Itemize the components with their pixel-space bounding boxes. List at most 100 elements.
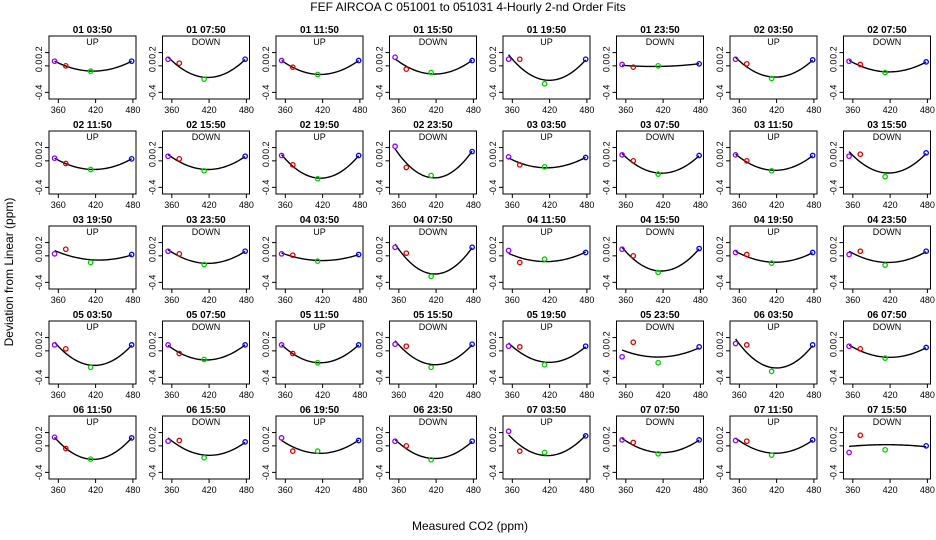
data-point [655,359,661,366]
x-tick-label: 480 [466,200,481,210]
data-point [51,58,58,65]
x-tick-label: 480 [352,485,367,495]
y-tick-label: 0.0 [34,440,44,453]
y-tick-label: -0.4 [148,465,158,481]
y-tick-label: -0.4 [602,465,612,481]
data-point [289,64,296,71]
y-tick-label: -0.4 [829,85,839,101]
data-point [882,69,888,76]
panel-title: 02 03:50 [754,25,794,36]
fit-curve [54,249,132,261]
x-tick-label: 360 [51,295,66,305]
y-tick-label: 0.2 [375,331,385,344]
panel-direction: UP [540,417,553,427]
panel-title: 06 11:50 [73,405,112,416]
x-tick-label: 360 [278,295,293,305]
y-tick-label: -0.4 [34,180,44,196]
y-tick-label: 0.0 [34,250,44,263]
x-tick-label: 420 [315,200,330,210]
x-tick-label: 360 [51,485,66,495]
data-point [923,442,930,449]
y-tick-label: 0.2 [602,236,612,249]
fit-curve [281,344,360,364]
data-point [846,251,852,258]
data-point [882,262,888,268]
data-point [51,342,58,348]
y-tick-label: 0.0 [375,155,385,168]
y-tick-label: -0.4 [488,370,498,386]
x-tick-label: 480 [466,390,481,400]
panel-title: 03 11:50 [754,120,793,131]
panel-frame [389,35,477,100]
panel-title: 06 23:50 [413,405,453,416]
data-point [51,434,58,441]
panel-direction: DOWN [646,37,675,47]
data-point [242,153,248,160]
y-tick-label: 0.2 [261,426,271,439]
panel-frame [729,225,818,290]
data-point [392,143,398,150]
data-point [278,57,285,64]
x-tick-label: 360 [505,390,520,400]
panel-direction: DOWN [419,417,448,427]
y-tick-label: 0.0 [829,155,839,168]
y-tick-label: 0.0 [602,250,612,263]
panel-title: 01 07:50 [186,25,226,36]
data-point [516,56,523,63]
x-tick-label: 480 [352,295,367,305]
panel-title: 04 03:50 [300,215,340,226]
data-point [732,249,739,256]
x-tick-label: 360 [845,390,860,400]
data-point [242,248,248,255]
data-point [923,150,930,156]
y-tick-label: 0.2 [375,236,385,249]
panel-frame [275,35,364,100]
data-point [882,173,888,180]
y-tick-label: 0.2 [261,331,271,344]
panel-frame [616,320,704,385]
x-tick-label: 360 [164,200,179,210]
panel-direction: DOWN [646,132,675,142]
data-point [403,250,410,257]
data-point [505,343,512,350]
panel-title: 01 03:50 [73,25,113,36]
x-tick-label: 360 [278,390,293,400]
panel-frame [275,130,364,195]
fit-curve [735,56,814,78]
panel-direction: UP [540,227,553,237]
panel-title: 03 19:50 [73,215,113,226]
x-tick-label: 420 [202,390,217,400]
x-tick-label: 360 [505,105,520,115]
data-point [857,248,864,255]
y-tick-label: -0.4 [148,275,158,291]
x-tick-label: 480 [466,485,481,495]
data-point [242,56,248,63]
x-tick-label: 360 [845,105,860,115]
x-tick-label: 420 [429,200,444,210]
data-point [655,62,661,69]
x-tick-label: 360 [732,390,747,400]
panel-frame [843,225,931,290]
data-point [428,364,434,371]
data-point [201,356,207,363]
y-tick-label: -0.4 [375,370,385,386]
panel-title: 05 19:50 [527,310,567,321]
panel-frame [389,130,477,195]
panel-frame [162,415,250,480]
y-tick-label: 0.0 [375,440,385,453]
y-tick-label: 0.2 [829,46,839,59]
y-tick-label: -0.4 [715,370,725,386]
x-tick-label: 420 [883,105,898,115]
x-tick-label: 360 [618,485,633,495]
data-point [176,251,183,257]
data-point [655,450,661,457]
y-tick-label: 0.2 [488,141,498,154]
x-axis-label: Measured CO2 (ppm) [412,519,528,533]
y-tick-label: -0.4 [829,370,839,386]
